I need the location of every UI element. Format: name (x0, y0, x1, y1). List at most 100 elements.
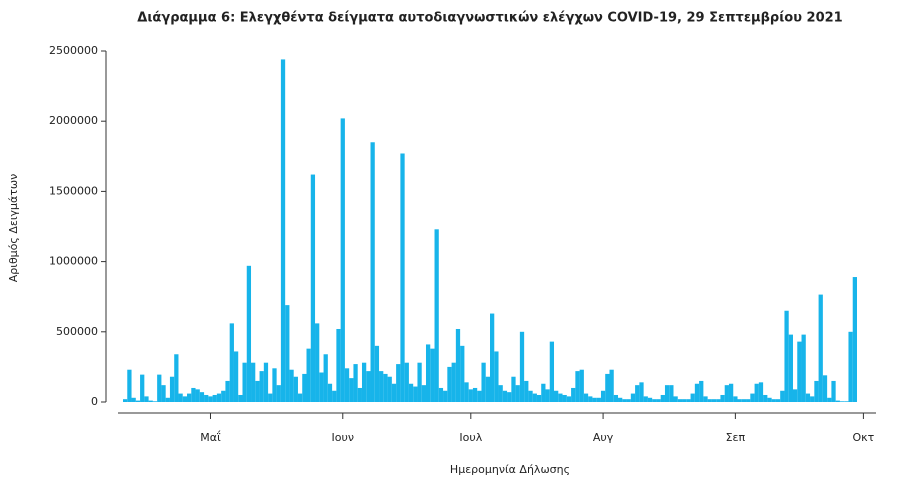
bar (639, 382, 644, 402)
bar (831, 380, 836, 402)
bar (195, 389, 200, 402)
bar (677, 399, 683, 402)
bar (780, 390, 785, 402)
bar (263, 362, 269, 402)
bar (763, 394, 768, 402)
bar (754, 383, 759, 402)
x-tick-label: Μαΐ (200, 430, 221, 444)
bar (225, 380, 230, 402)
bar (511, 376, 516, 402)
bar (285, 305, 290, 402)
bar (238, 394, 243, 402)
bar (468, 389, 473, 402)
bar (199, 392, 205, 402)
bar (191, 387, 196, 402)
bar (204, 394, 209, 402)
bar (541, 383, 546, 402)
bar (579, 369, 584, 402)
bar (319, 372, 324, 402)
bar (746, 399, 751, 402)
x-tick-label: Ιουλ (459, 431, 482, 444)
bar (216, 393, 222, 402)
bar (404, 362, 409, 402)
bar (302, 373, 307, 402)
bar (545, 389, 550, 402)
bar (554, 390, 559, 402)
bar (370, 142, 375, 402)
bar (775, 399, 781, 402)
bar (327, 383, 333, 402)
bar (353, 364, 358, 402)
x-tick-label: Σεπ (726, 431, 746, 444)
bar (699, 380, 704, 402)
bar (660, 394, 665, 402)
bar (839, 401, 845, 402)
bar (643, 396, 648, 402)
y-axis-label: Αριθμός Δειγμάτων (7, 174, 20, 283)
bar (720, 394, 725, 402)
bar (707, 399, 712, 402)
y-tick-label: 2500000 (49, 44, 98, 57)
bar (814, 380, 819, 402)
bar (630, 393, 636, 402)
bar (669, 385, 674, 402)
bar (259, 371, 264, 402)
bar (767, 397, 772, 402)
y-tick-label: 0 (91, 395, 98, 408)
bar (784, 310, 789, 402)
bar (460, 345, 465, 402)
bar (485, 376, 490, 402)
bar (438, 387, 444, 402)
bar (306, 348, 311, 402)
bar (733, 396, 738, 402)
bar (656, 399, 661, 402)
x-tick-label: Οκτ (853, 431, 875, 444)
bar (827, 397, 832, 402)
bar (379, 371, 384, 402)
bar (703, 396, 708, 402)
bar (455, 328, 461, 402)
bar (494, 351, 499, 402)
bar (246, 265, 252, 402)
bar (323, 354, 328, 402)
bar (383, 373, 388, 402)
bar (613, 394, 619, 402)
bar (822, 375, 828, 402)
bar (801, 334, 806, 402)
bar (161, 385, 166, 402)
bar (472, 387, 478, 402)
bar (387, 376, 392, 402)
bar (123, 399, 128, 402)
bar (810, 396, 815, 402)
bar (498, 385, 503, 402)
bar (396, 364, 401, 402)
bar (524, 380, 529, 402)
bar (596, 397, 601, 402)
bar (340, 118, 345, 402)
bar (673, 396, 678, 402)
bar (349, 378, 354, 402)
bar (268, 393, 273, 402)
bar (507, 392, 512, 402)
bar (297, 393, 303, 402)
bar (174, 354, 179, 402)
x-axis-label: Ημερομηνία Δήλωσης (450, 463, 570, 476)
bar (336, 328, 341, 402)
bar (357, 387, 362, 402)
bar (737, 399, 742, 402)
bar (408, 383, 414, 402)
bar (310, 174, 316, 402)
bar (187, 393, 192, 402)
bar (251, 362, 256, 402)
bar (481, 362, 486, 402)
bar (844, 401, 849, 402)
bar (182, 396, 188, 402)
bar (332, 390, 337, 402)
bar (315, 323, 320, 402)
bar (374, 345, 380, 402)
bar (361, 362, 367, 402)
bar (797, 341, 802, 402)
bar (558, 393, 563, 402)
bar (152, 401, 158, 402)
